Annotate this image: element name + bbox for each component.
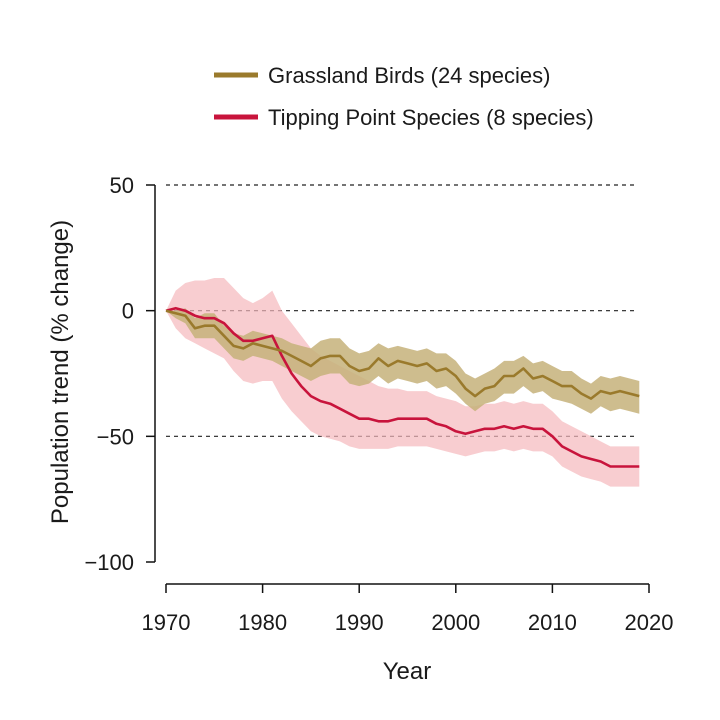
axes: 50 0 −50 −100 1970 1980 1990 2000 2010 2020 — [84, 173, 673, 635]
y-axis-title: Population trend (% change) — [47, 220, 74, 524]
x-tick-label: 1970 — [142, 610, 191, 635]
y-tick-label: 0 — [122, 299, 134, 324]
y-tick-label: −50 — [97, 424, 134, 449]
x-tick-label: 1980 — [238, 610, 287, 635]
series-lines — [165, 306, 640, 468]
x-tick-label: 1990 — [335, 610, 384, 635]
series-line-0 — [165, 309, 640, 400]
legend: Grassland Birds (24 species) Tipping Poin… — [214, 63, 594, 130]
x-tick-label: 2020 — [625, 610, 674, 635]
y-tick-label: −100 — [84, 550, 134, 575]
y-tick-label: 50 — [110, 173, 134, 198]
x-tick-label: 2010 — [528, 610, 577, 635]
confidence-band-1 — [166, 278, 640, 487]
x-tick-label: 2000 — [431, 610, 480, 635]
series-line-1 — [165, 306, 640, 468]
legend-label-1: Tipping Point Species (8 species) — [268, 105, 594, 130]
confidence-bands — [166, 278, 640, 487]
x-axis-title: Year — [383, 658, 432, 685]
legend-label-0: Grassland Birds (24 species) — [268, 63, 550, 88]
